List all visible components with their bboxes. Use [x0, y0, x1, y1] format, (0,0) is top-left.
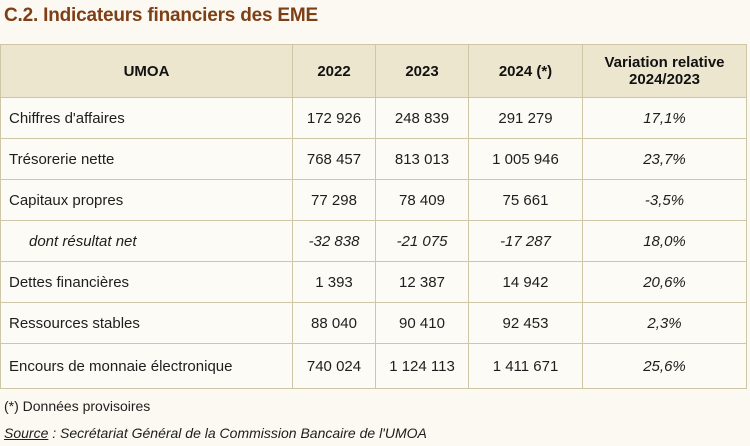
value-2024: 291 279 [468, 97, 583, 139]
financial-indicators-table: UMOA 2022 2023 2024 (*) Variation relati… [0, 44, 747, 389]
table-row: Chiffres d'affaires 172 926 248 839 291 … [0, 97, 747, 139]
value-2023: 12 387 [375, 261, 469, 303]
row-label: Encours de monnaie électronique [0, 343, 293, 389]
source-label: Source [4, 425, 49, 441]
value-2022: 768 457 [292, 138, 376, 180]
header-variation: Variation relative 2024/2023 [582, 44, 747, 98]
value-2023: 248 839 [375, 97, 469, 139]
variation-value: 23,7% [582, 138, 747, 180]
header-umoa: UMOA [0, 44, 293, 98]
value-2024: 75 661 [468, 179, 583, 221]
value-2022: 1 393 [292, 261, 376, 303]
page-title: C.2. Indicateurs financiers des EME [4, 5, 318, 26]
value-2024: 14 942 [468, 261, 583, 303]
value-2024: 92 453 [468, 302, 583, 344]
value-2023: 813 013 [375, 138, 469, 180]
header-2024: 2024 (*) [468, 44, 583, 98]
table-row: Dettes financières 1 393 12 387 14 942 2… [0, 261, 747, 303]
header-2023: 2023 [375, 44, 469, 98]
row-label: dont résultat net [0, 220, 293, 262]
table-row: Encours de monnaie électronique 740 024 … [0, 343, 747, 389]
table-row: Trésorerie nette 768 457 813 013 1 005 9… [0, 138, 747, 180]
row-label: Trésorerie nette [0, 138, 293, 180]
value-2022: 172 926 [292, 97, 376, 139]
value-2024: -17 287 [468, 220, 583, 262]
value-2022: 88 040 [292, 302, 376, 344]
variation-value: 17,1% [582, 97, 747, 139]
row-label: Dettes financières [0, 261, 293, 303]
variation-value: -3,5% [582, 179, 747, 221]
source-note: Source : Secrétariat Général de la Commi… [4, 425, 427, 441]
footnote: (*) Données provisoires [4, 398, 151, 414]
variation-value: 20,6% [582, 261, 747, 303]
header-variation-line2: 2024/2023 [629, 71, 700, 88]
variation-value: 25,6% [582, 343, 747, 389]
row-label: Capitaux propres [0, 179, 293, 221]
table-row: dont résultat net -32 838 -21 075 -17 28… [0, 220, 747, 262]
variation-value: 2,3% [582, 302, 747, 344]
value-2023: 1 124 113 [375, 343, 469, 389]
value-2022: -32 838 [292, 220, 376, 262]
header-variation-line1: Variation relative [604, 54, 725, 71]
value-2024: 1 411 671 [468, 343, 583, 389]
table-header-row: UMOA 2022 2023 2024 (*) Variation relati… [0, 44, 747, 98]
variation-value: 18,0% [582, 220, 747, 262]
value-2024: 1 005 946 [468, 138, 583, 180]
row-label: Ressources stables [0, 302, 293, 344]
value-2023: -21 075 [375, 220, 469, 262]
value-2022: 740 024 [292, 343, 376, 389]
value-2023: 78 409 [375, 179, 469, 221]
table-row: Capitaux propres 77 298 78 409 75 661 -3… [0, 179, 747, 221]
row-label: Chiffres d'affaires [0, 97, 293, 139]
table-row: Ressources stables 88 040 90 410 92 453 … [0, 302, 747, 344]
header-2022: 2022 [292, 44, 376, 98]
value-2023: 90 410 [375, 302, 469, 344]
value-2022: 77 298 [292, 179, 376, 221]
source-text: : Secrétariat Général de la Commission B… [48, 425, 427, 441]
